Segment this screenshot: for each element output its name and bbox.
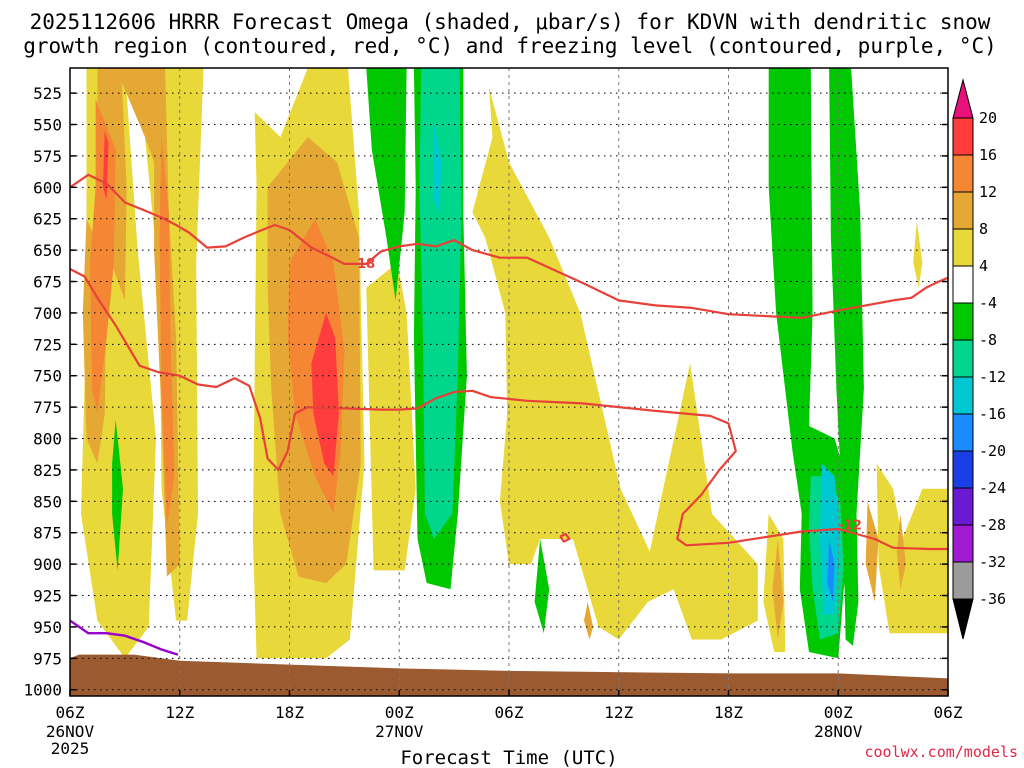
y-tick-label-1000: 1000 xyxy=(23,681,62,700)
omega-region-29 xyxy=(820,463,841,615)
y-tick-label-625: 625 xyxy=(33,210,62,229)
omega-region-4 xyxy=(472,86,758,640)
omega-region-30 xyxy=(434,124,442,213)
x-tick-label-7: 00Z xyxy=(824,703,853,722)
colorbar-label-2: 12 xyxy=(979,183,997,201)
colorbar-swatch-8 xyxy=(952,413,974,452)
x-axis-title: Forecast Time (UTC) xyxy=(400,747,617,768)
x-tick-label-3: 00Z xyxy=(385,703,414,722)
colorbar-label-5: -4 xyxy=(979,294,997,312)
colorbar: 20 16 12 8 4 -4 -8 -12 -16 -20 -24 -28 -32 -36 xyxy=(952,78,1006,640)
title-line-2: growth region (contoured, red, °C) and f… xyxy=(23,34,997,58)
omega-region-13 xyxy=(865,501,879,602)
colorbar-swatch-1 xyxy=(952,154,974,193)
omega-region-20 xyxy=(311,312,339,477)
colorbar-label-6: -8 xyxy=(979,331,997,349)
colorbar-bottom-arrow xyxy=(952,598,974,640)
y-tick-label-900: 900 xyxy=(33,555,62,574)
colorbar-label-3: 8 xyxy=(979,220,988,238)
contour-label-0: -18 xyxy=(352,257,376,272)
credit-text: coolwx.com/models xyxy=(864,743,1018,761)
colorbar-label-9: -20 xyxy=(979,442,1006,460)
freezing-level-line xyxy=(70,619,179,656)
omega-region-7 xyxy=(913,221,923,288)
colorbar-swatch-12 xyxy=(952,561,974,600)
x-tick-sublabel-0-1: 2025 xyxy=(51,739,90,758)
colorbar-label-12: -32 xyxy=(979,553,1006,571)
y-tick-label-575: 575 xyxy=(33,147,62,166)
colorbar-swatch-3 xyxy=(952,228,974,267)
x-tick-label-0: 06Z xyxy=(56,703,85,722)
colorbar-swatch-2 xyxy=(952,191,974,230)
y-tick-label-675: 675 xyxy=(33,273,62,292)
y-tick-label-650: 650 xyxy=(33,241,62,260)
x-tick-label-8: 06Z xyxy=(934,703,963,722)
y-tick-label-550: 550 xyxy=(33,116,62,135)
colorbar-swatch-4 xyxy=(952,265,974,304)
omega-region-15 xyxy=(584,601,594,640)
y-tick-label-775: 775 xyxy=(33,398,62,417)
x-tick-label-5: 12Z xyxy=(604,703,633,722)
y-tick-label-525: 525 xyxy=(33,84,62,103)
x-tick-sublabel-7-0: 28NOV xyxy=(814,722,863,741)
y-tick-label-950: 950 xyxy=(33,618,62,637)
y-tick-label-800: 800 xyxy=(33,430,62,449)
temperature-contours xyxy=(70,173,948,656)
colorbar-label-8: -16 xyxy=(979,405,1006,423)
x-tick-label-1: 12Z xyxy=(165,703,194,722)
omega-region-23 xyxy=(112,419,123,571)
x-tick-label-2: 18Z xyxy=(275,703,304,722)
y-tick-label-725: 725 xyxy=(33,335,62,354)
omega-region-24 xyxy=(534,539,550,634)
omega-region-21 xyxy=(366,68,407,301)
y-tick-label-750: 750 xyxy=(33,367,62,386)
omega-region-31 xyxy=(827,539,835,602)
colorbar-label-11: -28 xyxy=(979,516,1006,534)
x-tick-sublabel-0-0: 26NOV xyxy=(46,722,95,741)
x-tick-label-6: 18Z xyxy=(714,703,743,722)
title-line-1: 2025112606 HRRR Forecast Omega (shaded, … xyxy=(30,10,991,34)
omega-region-12 xyxy=(772,539,784,640)
omega-region-27 xyxy=(419,68,462,539)
contour-line-1 xyxy=(70,268,948,551)
colorbar-swatch-11 xyxy=(952,524,974,563)
colorbar-label-0: 20 xyxy=(979,109,997,127)
colorbar-swatch-5 xyxy=(952,302,974,341)
y-tick-label-700: 700 xyxy=(33,304,62,323)
y-tick-label-875: 875 xyxy=(33,524,62,543)
colorbar-swatch-7 xyxy=(952,376,974,415)
omega-region-26 xyxy=(829,68,864,646)
colorbar-label-7: -12 xyxy=(979,368,1006,386)
y-tick-label-925: 925 xyxy=(33,587,62,606)
grid-lines xyxy=(70,68,948,696)
y-tick-label-850: 850 xyxy=(33,492,62,511)
colorbar-top-arrow xyxy=(952,78,974,119)
omega-shading xyxy=(81,68,948,659)
y-tick-label-600: 600 xyxy=(33,178,62,197)
colorbar-label-4: 4 xyxy=(979,257,988,275)
chart-title: 2025112606 HRRR Forecast Omega (shaded, … xyxy=(23,10,997,58)
colorbar-swatch-0 xyxy=(952,117,974,156)
contour-line-2 xyxy=(559,532,571,543)
y-tick-label-975: 975 xyxy=(33,649,62,668)
omega-region-17 xyxy=(159,137,175,527)
omega-region-3 xyxy=(366,262,416,571)
x-tick-sublabel-3-0: 27NOV xyxy=(375,722,424,741)
y-tick-label-825: 825 xyxy=(33,461,62,480)
y-axis: 525 550 575 600 625 650 675 700 725 750 775 800 825 8… xyxy=(23,84,948,700)
colorbar-label-13: -36 xyxy=(979,590,1006,608)
x-tick-label-4: 06Z xyxy=(495,703,524,722)
colorbar-swatch-9 xyxy=(952,450,974,489)
colorbar-swatch-10 xyxy=(952,487,974,526)
colorbar-swatch-6 xyxy=(952,339,974,378)
contour-line-0 xyxy=(70,173,948,319)
contour-label-1: -12 xyxy=(838,518,862,533)
colorbar-label-1: 16 xyxy=(979,146,997,164)
colorbar-label-10: -24 xyxy=(979,479,1006,497)
